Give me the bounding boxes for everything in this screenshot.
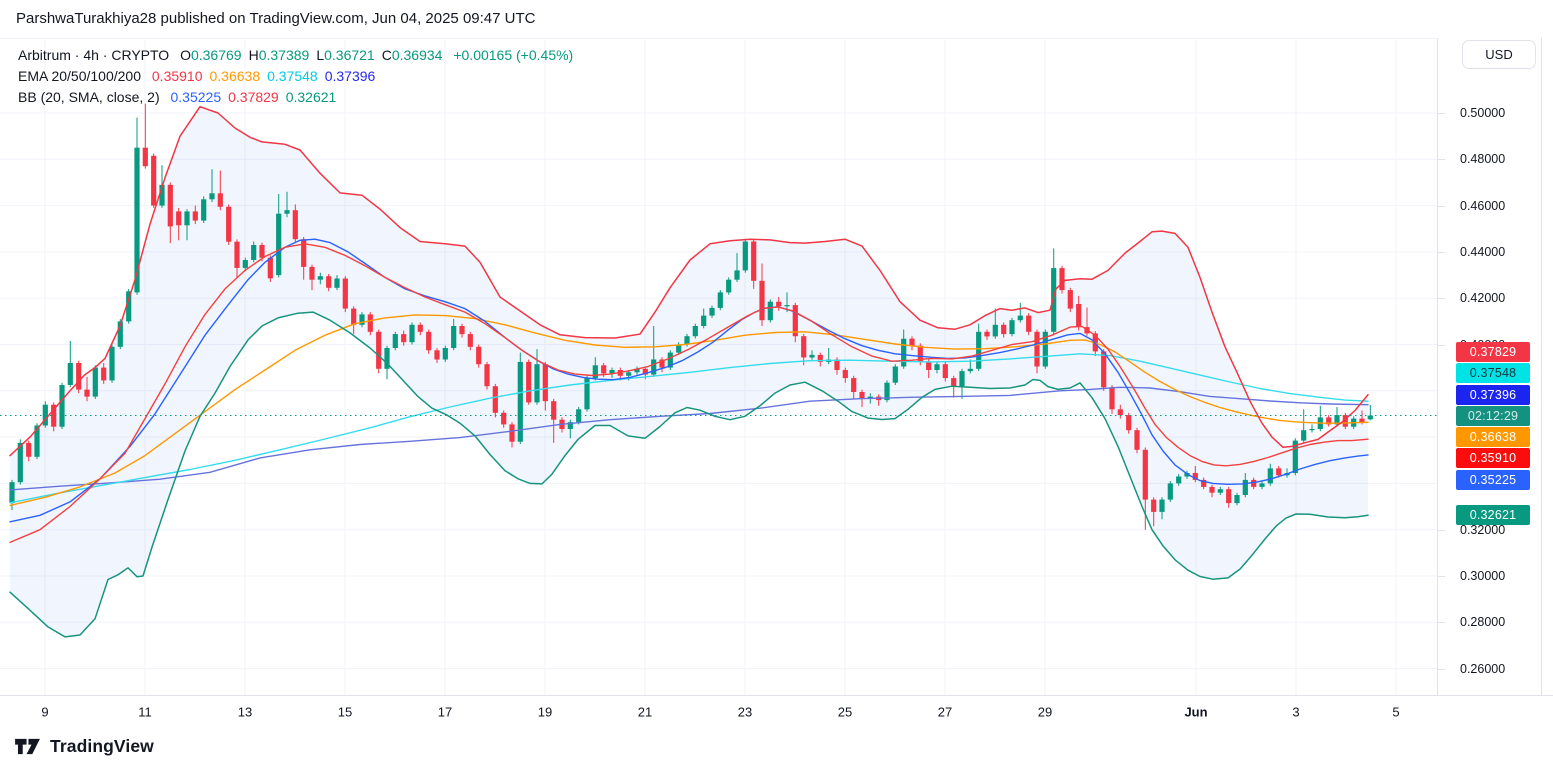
- time-axis-label: 23: [737, 704, 753, 719]
- time-axis-label: 29: [1037, 704, 1053, 719]
- tradingview-logo-link[interactable]: TradingView: [14, 736, 154, 757]
- time-axis-label: 11: [138, 704, 152, 719]
- ema-value: 0.35910: [151, 68, 203, 84]
- price-axis-label: 0.32000: [1460, 522, 1506, 537]
- price-badge: 0.37829: [1456, 342, 1530, 362]
- ema-value: 0.37396: [324, 68, 376, 84]
- price-axis-label: 0.50000: [1460, 106, 1506, 120]
- legend-bb-row: BB (20, SMA, close, 2) 0.35225 0.37829 0.3…: [18, 87, 573, 108]
- price-axis-tick: [1438, 113, 1445, 114]
- symbol-title: Arbitrum · 4h · CRYPTO: [18, 47, 170, 63]
- price-scale-right-edge: [1541, 38, 1542, 725]
- bb-value: 0.35225: [170, 89, 222, 105]
- legend-ema-row: EMA 20/50/100/200 0.35910 0.36638 0.37548 0…: [18, 66, 573, 87]
- price-axis-label: 0.26000: [1460, 661, 1506, 676]
- price-badge: 0.37396: [1456, 385, 1530, 405]
- time-axis-label: 3: [1292, 704, 1300, 719]
- time-axis-label: 25: [837, 704, 853, 719]
- time-axis-label: Jun: [1184, 704, 1208, 719]
- ema100-line: [9, 353, 1369, 504]
- chart-plot[interactable]: [0, 0, 1437, 725]
- chart-legend: Arbitrum · 4h · CRYPTO O0.36769 H0.37389 L…: [18, 45, 573, 108]
- tradingview-logo-text: TradingView: [50, 736, 154, 756]
- footer: TradingView: [0, 727, 1553, 772]
- price-axis-tick: [1438, 251, 1445, 253]
- ema-label: EMA 20/50/100/200: [18, 68, 141, 84]
- price-badge: 0.35910: [1456, 448, 1530, 468]
- time-axis-label: 5: [1392, 704, 1400, 719]
- bb-value: 0.32621: [285, 89, 337, 105]
- time-axis-label: 9: [41, 704, 49, 719]
- header-separator: [0, 38, 1553, 39]
- price-axis-tick: [1438, 298, 1445, 300]
- ema200-line: [9, 386, 1369, 491]
- publish-header: ParshwaTurakhiya28 published on TradingV…: [16, 10, 536, 27]
- price-badge: 0.35225: [1456, 470, 1530, 490]
- bar-countdown-badge: 02:12:29: [1456, 406, 1530, 426]
- time-scale[interactable]: 9 11 13 15 17 19 21 23 25 27 29 Jun 3 5: [0, 695, 1553, 728]
- ema-value: 0.36638: [209, 68, 261, 84]
- ema-values: 0.35910 0.36638 0.37548 0.37396: [152, 68, 382, 84]
- ohlc-item: H0.37389: [248, 47, 310, 63]
- price-axis-tick: [1438, 205, 1445, 207]
- ohlc-item: C0.36934: [381, 47, 443, 63]
- time-axis-label: 17: [437, 704, 453, 719]
- bb-label: BB (20, SMA, close, 2): [18, 89, 160, 105]
- price-axis-tick: [1438, 576, 1445, 577]
- tradingview-logo-icon: [15, 738, 40, 755]
- time-axis-label: 19: [537, 704, 553, 719]
- time-axis-label: 15: [337, 704, 353, 719]
- ohlc-item: O0.36769: [180, 47, 242, 63]
- ema20-line: [9, 243, 1369, 544]
- price-axis-tick: [1438, 622, 1445, 624]
- price-scale[interactable]: USD 0.50000 0.48000 0.46000 0.44000 0.42000 0…: [1437, 38, 1553, 725]
- price-axis-tick: [1438, 668, 1445, 670]
- price-axis-tick: [1438, 159, 1445, 161]
- bb_upper-line: [9, 105, 1369, 457]
- price-badge: 0.36638: [1456, 427, 1530, 447]
- ema-value: 0.37548: [267, 68, 318, 84]
- price-axis-label: 0.44000: [1460, 244, 1506, 259]
- price-badge: 0.32621: [1456, 505, 1530, 525]
- price-axis-label: 0.46000: [1460, 198, 1506, 213]
- price-axis-label: 0.48000: [1460, 152, 1506, 167]
- time-axis-label: 13: [237, 704, 253, 719]
- ohlc-item: L0.36721: [316, 47, 375, 63]
- bb_lower-line: [9, 311, 1369, 638]
- bb-value: 0.37829: [228, 89, 279, 105]
- change-value: +0.00165 (+0.45%): [453, 47, 574, 63]
- ema50-line: [9, 314, 1369, 507]
- bb-values: 0.35225 0.37829 0.32621: [171, 89, 344, 105]
- price-axis-label: 0.28000: [1460, 615, 1506, 630]
- time-axis-label: 21: [637, 704, 653, 719]
- price-axis-tick: [1438, 344, 1445, 346]
- candles-layer: [9, 103, 1373, 530]
- time-axis-label: 27: [937, 704, 953, 719]
- price-axis-label: 0.30000: [1460, 569, 1506, 583]
- price-axis-tick: [1438, 529, 1445, 531]
- currency-usd-button[interactable]: USD: [1462, 40, 1536, 69]
- price-axis-label: 0.42000: [1460, 291, 1506, 306]
- legend-symbol-row: Arbitrum · 4h · CRYPTO O0.36769 H0.37389 L…: [18, 45, 573, 66]
- price-badge: 0.37548: [1456, 363, 1530, 383]
- ohlc-values: O0.36769 H0.37389 L0.36721 C0.36934: [180, 47, 449, 63]
